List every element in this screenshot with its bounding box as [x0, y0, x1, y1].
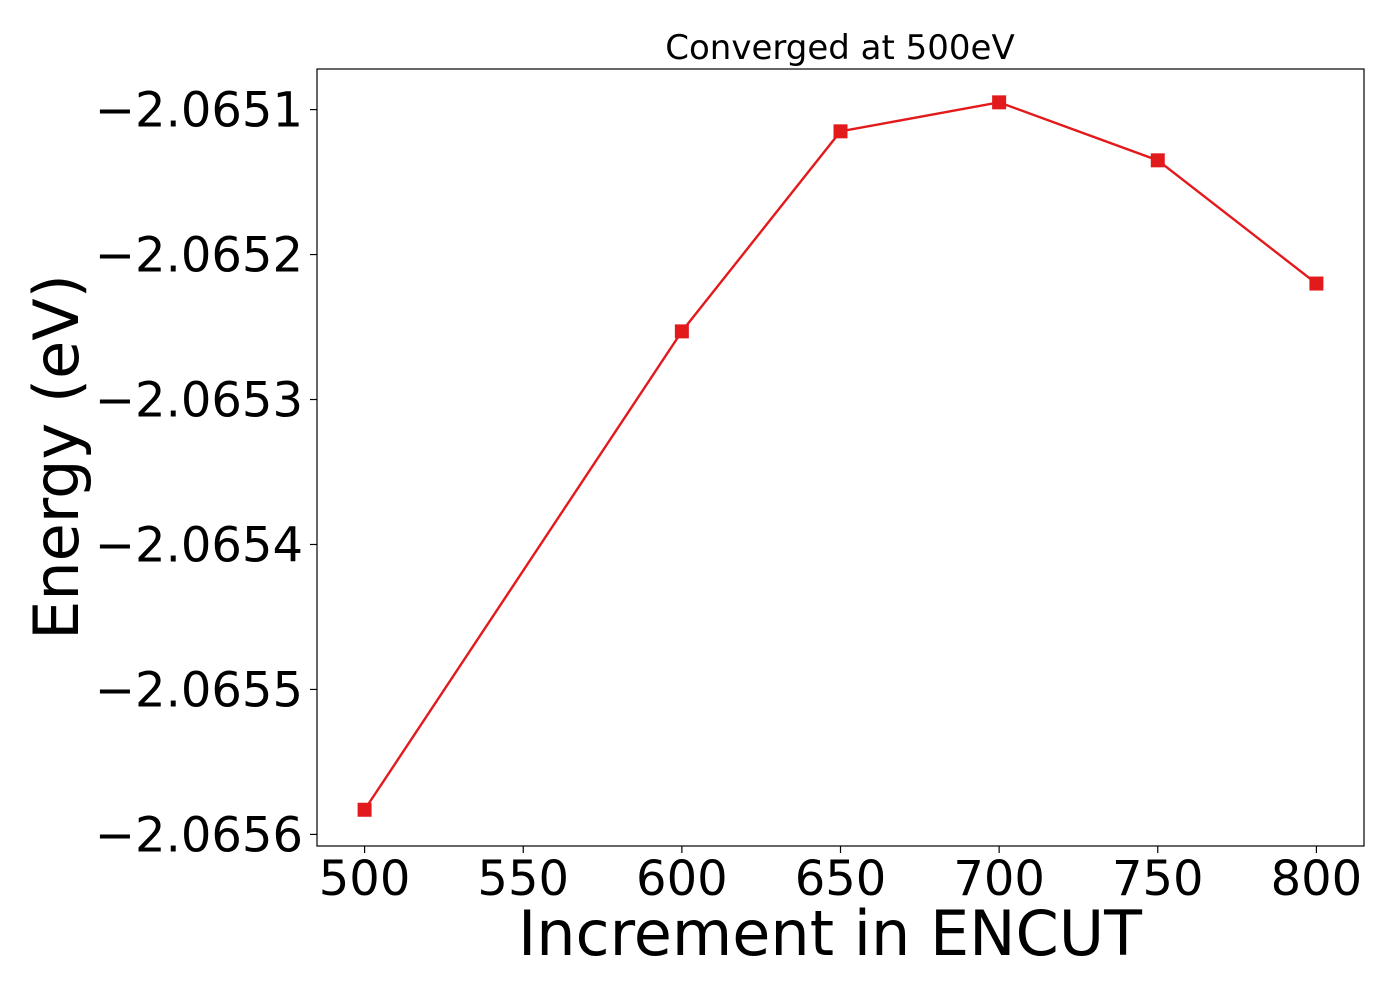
x-tick-label: 550 [477, 851, 569, 907]
y-axis: −2.0656 −2.0655 −2.0654 −2.0653 −2.0652 −2.06… [95, 83, 317, 863]
y-tick-label: −2.0655 [95, 662, 303, 718]
y-axis-label: Energy (eV) [20, 274, 93, 640]
x-axis: 500 550 600 650 700 750 800 [319, 846, 1362, 907]
data-point-marker [357, 802, 372, 817]
x-tick-label: 800 [1271, 851, 1363, 907]
series-layer [357, 95, 1324, 817]
x-tick-label: 750 [1112, 851, 1204, 907]
x-tick-label: 650 [795, 851, 887, 907]
plot-frame [316, 68, 1365, 847]
x-tick-label: 600 [636, 851, 728, 907]
y-tick-label: −2.0651 [95, 83, 303, 139]
y-tick-label: −2.0656 [95, 807, 303, 863]
x-tick-label: 500 [319, 851, 411, 907]
chart-title: Converged at 500eV [665, 28, 1014, 68]
data-point-marker [674, 324, 689, 339]
x-tick-label: 700 [953, 851, 1045, 907]
data-point-marker [833, 124, 848, 139]
y-tick-label: −2.0654 [95, 517, 303, 573]
series-line [363, 101, 1318, 811]
x-axis-label: Increment in ENCUT [518, 897, 1143, 970]
data-point-marker [992, 95, 1007, 110]
y-tick-label: −2.0652 [95, 228, 303, 284]
y-tick-label: −2.0653 [95, 373, 303, 429]
data-point-marker [1150, 153, 1165, 168]
data-point-marker [1309, 276, 1324, 291]
